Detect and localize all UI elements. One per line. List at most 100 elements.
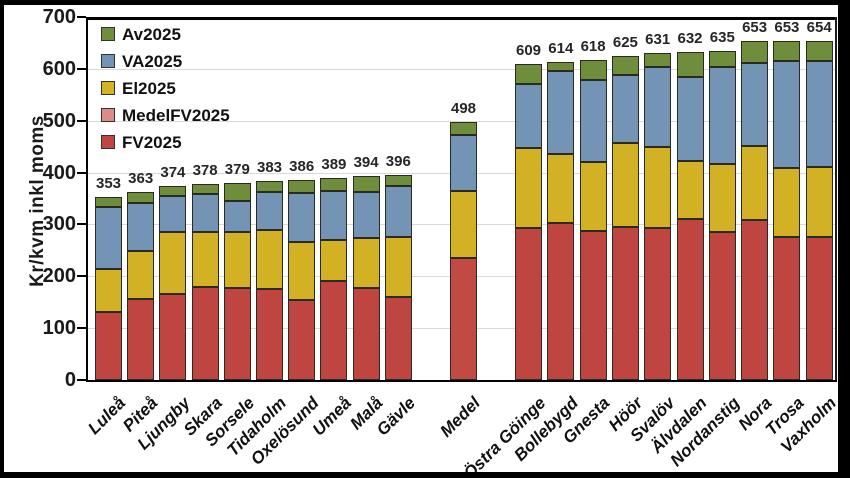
bar-segment-el (384, 236, 412, 298)
bar-segment-av (191, 184, 219, 194)
bar-segment-av (384, 174, 412, 186)
bar-trosa (773, 17, 801, 380)
y-tick-mark (77, 275, 86, 278)
bar-vaxholm (805, 17, 833, 380)
bar-segment-va (352, 192, 380, 238)
bar-segment-va (320, 190, 348, 240)
legend-swatch-va2025 (101, 54, 115, 68)
bar-segment-av (805, 40, 833, 62)
bar-segment-fv (579, 230, 607, 380)
plot-right-border (835, 17, 837, 380)
bar-segment-av (450, 121, 477, 135)
bar-segment-el (127, 250, 155, 300)
y-tick-mark (77, 171, 86, 174)
legend-label: FV2025 (122, 132, 182, 152)
bar-segment-el (515, 147, 542, 229)
y-tick-label-200: 200 (42, 265, 76, 288)
legend-item-medelfv2025: MedelFV2025 (101, 105, 230, 125)
bar-gnesta (579, 17, 607, 380)
bar-segment-va (384, 185, 412, 237)
plot-top-border (86, 17, 837, 20)
bar-total-label-tidaholm: 383 (256, 159, 283, 177)
bar-segment-av (708, 50, 736, 67)
y-tick-mark (77, 223, 86, 226)
legend-label: MedelFV2025 (122, 105, 230, 125)
bar-total-label-oxelösund: 386 (289, 157, 315, 175)
bar-segment-av (352, 175, 380, 193)
bar-segment-va (159, 195, 187, 233)
bar-segment-fv (191, 286, 219, 380)
bar-segment-va (611, 75, 639, 143)
bar-segment-av (547, 61, 575, 72)
bar-segment-va (127, 202, 155, 251)
bar-total-label-nordanstig: 635 (709, 28, 735, 46)
bar-segment-fv (708, 231, 736, 380)
bar-segment-fv (223, 287, 251, 380)
bar-total-label-malå: 394 (353, 153, 379, 171)
bar-total-label-skara: 378 (192, 161, 218, 179)
bar-östra-göinge (515, 17, 542, 380)
bar-segment-el (450, 191, 477, 258)
bar-nordanstig (708, 17, 736, 380)
chart-canvas: Kr/kvm inkl moms 700 600 500 400 300 200 100 0 … (4, 5, 838, 472)
bar-total-label-sorsele: 379 (224, 161, 250, 179)
y-tick-label-700: 700 (42, 6, 76, 28)
bar-total-label-svalöv: 631 (645, 30, 671, 48)
y-tick-mark (77, 327, 86, 330)
bar-segment-va (579, 79, 607, 163)
bar-segment-av (515, 64, 542, 84)
bar-tidaholm (256, 17, 283, 380)
bar-segment-fv (773, 237, 801, 380)
y-axis-tick-labels: 700 600 500 400 300 200 100 0 (4, 7, 76, 390)
bar-segment-el (256, 230, 283, 290)
bar-segment-fv (805, 236, 833, 380)
bar-segment-av (320, 178, 348, 191)
gridline-600 (88, 68, 835, 70)
bar-total-label-höör: 625 (612, 33, 638, 51)
bar-segment-el (547, 154, 575, 223)
bar-segment-fv (256, 289, 283, 380)
bar-skara (191, 17, 219, 380)
bar-segment-av (256, 181, 283, 193)
bar-bollebygd (547, 17, 575, 380)
bar-segment-fv (741, 220, 769, 380)
y-tick-mark (77, 379, 86, 381)
y-tick-label-0: 0 (64, 369, 76, 391)
bar-segment-av (223, 183, 251, 202)
bar-segment-av (741, 41, 769, 63)
y-tick-label-600: 600 (42, 57, 76, 80)
legend-swatch-medelfv2025 (101, 108, 115, 122)
bar-segment-va (288, 193, 316, 242)
bar-segment-fv (159, 294, 187, 380)
bar-nora (741, 17, 769, 380)
legend-label: El2025 (122, 78, 176, 98)
bar-segment-av (95, 196, 122, 208)
bar-segment-va (256, 192, 283, 231)
y-tick-label-300: 300 (42, 213, 76, 236)
bar-total-label-piteå: 363 (128, 169, 154, 187)
x-axis-line (86, 380, 837, 382)
bar-älvdalen (676, 17, 704, 380)
bar-segment-va (676, 76, 704, 162)
legend-item-fv2025: FV2025 (101, 132, 230, 152)
bar-segment-fv (547, 222, 575, 380)
bar-segment-el (579, 162, 607, 231)
bar-segment-va (223, 201, 251, 232)
legend: Av2025 VA2025 El2025 MedelFV2025 FV2025 (101, 24, 230, 159)
bar-total-label-medel: 498 (450, 99, 477, 117)
bar-segment-fv (611, 227, 639, 380)
bar-segment-va (773, 61, 801, 168)
bar-segment-fv (127, 299, 155, 380)
bar-segment-va (450, 134, 477, 192)
bar-luleå (95, 17, 122, 380)
bar-segment-av (159, 186, 187, 196)
bar-segment-va (515, 83, 542, 148)
bar-segment-el (676, 161, 704, 220)
bar-segment-el (95, 268, 122, 312)
y-tick-label-500: 500 (42, 109, 76, 132)
bar-segment-el (644, 147, 672, 229)
bar-segment-el (611, 142, 639, 228)
y-tick-mark (77, 16, 86, 18)
bar-total-label-östra-göinge: 609 (515, 42, 542, 60)
y-axis-line (86, 17, 88, 382)
